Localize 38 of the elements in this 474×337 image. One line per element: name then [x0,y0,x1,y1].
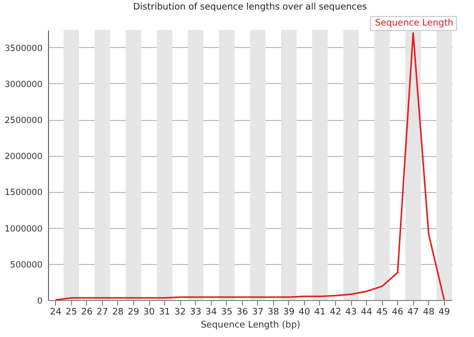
x-tick-label: 35 [220,308,232,318]
x-tick-label: 44 [360,308,373,318]
y-tick-label: 1500000 [4,188,42,198]
x-tick-label: 40 [298,308,310,318]
x-tick-label: 47 [407,308,419,318]
y-tick-label: 2000000 [4,152,42,162]
y-tick-label: 500000 [10,260,42,270]
x-tick-label: 39 [283,308,295,318]
y-tick-label: 1000000 [4,224,42,234]
x-tick-label: 45 [376,308,388,318]
y-tick-label: 0 [37,296,42,306]
x-tick-label: 26 [81,308,93,318]
x-tick-label: 29 [128,308,140,318]
chart-title: Distribution of sequence lengths over all sequences [133,2,368,12]
y-tick-label: 3000000 [4,80,42,90]
x-tick-label: 43 [345,308,357,318]
x-tick-label: 33 [190,308,202,318]
x-tick-label: 36 [236,308,248,318]
series-label: Sequence Length [375,18,454,28]
x-tick-label: 49 [438,308,450,318]
x-tick-label: 41 [314,308,326,318]
x-tick-label: 37 [252,308,264,318]
x-tick-label: 24 [50,308,62,318]
x-tick-label: 30 [143,308,155,318]
x-tick-label: 38 [268,308,280,318]
x-tick-label: 28 [112,308,124,318]
x-axis-title: Sequence Length (bp) [200,320,300,330]
x-tick-label: 42 [330,308,342,318]
line-series [55,32,445,301]
x-tick-label: 48 [422,308,435,318]
y-tick-label: 2500000 [4,116,42,126]
x-tick-label: 34 [205,308,218,318]
x-tick-label: 27 [96,308,108,318]
x-tick-label: 25 [66,308,78,318]
y-tick-label: 3500000 [4,44,42,54]
x-tick-label: 46 [392,308,404,318]
x-tick-label: 32 [174,308,186,318]
x-tick-label: 31 [158,308,170,318]
